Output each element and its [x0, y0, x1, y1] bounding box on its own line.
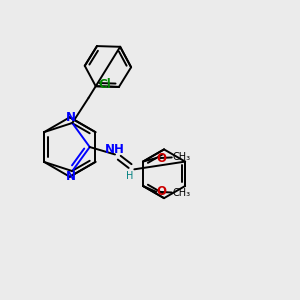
Text: Cl: Cl: [98, 78, 111, 91]
Text: N: N: [66, 111, 76, 124]
Text: NH: NH: [105, 142, 125, 156]
Text: H: H: [126, 171, 134, 181]
Text: O: O: [157, 185, 166, 198]
Text: N: N: [66, 170, 76, 183]
Text: CH₃: CH₃: [173, 188, 191, 197]
Text: O: O: [157, 152, 166, 164]
Text: CH₃: CH₃: [173, 152, 191, 162]
